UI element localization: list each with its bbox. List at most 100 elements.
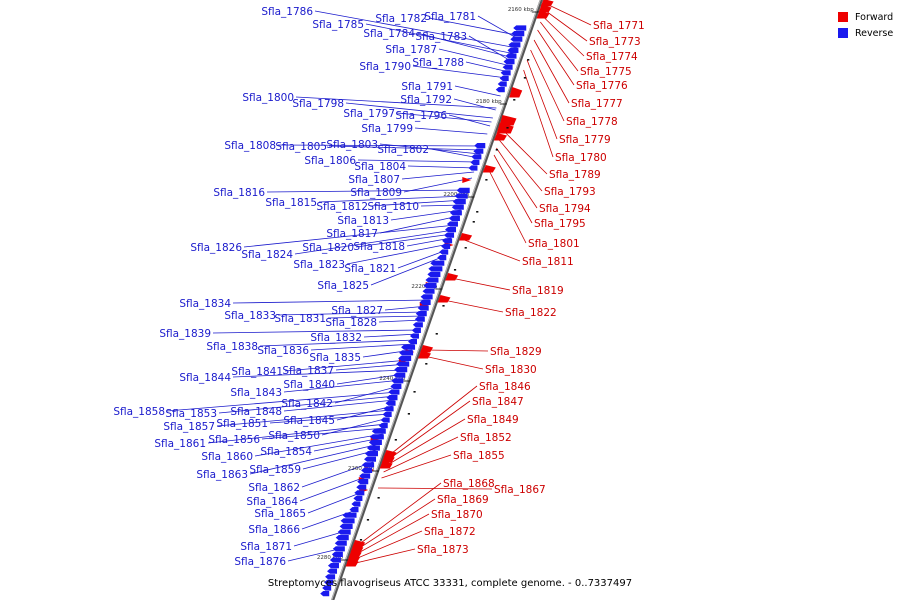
reverse-gene-glyph: [364, 456, 377, 462]
reverse-gene-glyph: [425, 277, 439, 283]
reverse-gene-glyph: [448, 215, 460, 221]
forward-gene-label: Sfla_1778: [566, 116, 618, 128]
reverse-gene-glyph: [382, 411, 392, 417]
reverse-gene-label: Sfla_1859: [249, 464, 301, 476]
map-title: Streptomyces flavogriseus ATCC 33331, co…: [267, 578, 633, 589]
reverse-gene-glyph: [362, 462, 375, 468]
forward-gene-glyph: [540, 0, 554, 7]
reverse-gene-glyph: [353, 495, 363, 501]
reverse-gene-label: Sfla_1792: [400, 94, 452, 106]
reverse-gene-label: Sfla_1787: [385, 44, 437, 56]
reverse-gene-label: Sfla_1823: [293, 259, 345, 271]
reverse-leader-line: [269, 413, 390, 424]
reverse-gene-label: Sfla_1816: [213, 187, 265, 199]
reverse-gene-glyph: [419, 299, 431, 305]
reverse-gene-glyph: [361, 467, 373, 473]
feature-marker: [425, 363, 428, 365]
reverse-gene-glyph: [385, 400, 396, 406]
reverse-gene-label: Sfla_1845: [283, 415, 335, 427]
reverse-leader-line: [448, 114, 491, 127]
forward-gene-label: Sfla_1870: [431, 509, 483, 521]
reverse-leader-line: [243, 224, 456, 248]
forward-gene-glyph: [496, 123, 514, 134]
reverse-leader-line: [430, 148, 480, 159]
forward-gene-glyph: [459, 233, 473, 241]
forward-gene-label: Sfla_1819: [512, 285, 564, 297]
reverse-gene-glyph: [337, 529, 351, 535]
reverse-gene-label: Sfla_1796: [395, 110, 447, 122]
reverse-gene-glyph: [380, 417, 390, 423]
reverse-gene-label: Sfla_1806: [304, 155, 356, 167]
reverse-gene-glyph: [409, 333, 419, 339]
reverse-gene-glyph: [408, 339, 418, 345]
reverse-leader-line: [378, 319, 423, 323]
forward-gene-label: Sfla_1774: [586, 51, 638, 63]
reverse-gene-label: Sfla_1843: [230, 387, 282, 399]
reverse-leader-line: [335, 363, 408, 371]
reverse-gene-glyph: [500, 70, 511, 76]
reverse-leader-line: [454, 85, 501, 97]
feature-marker: [472, 221, 475, 223]
reverse-gene-glyph: [456, 187, 470, 193]
reverse-gene-label: Sfla_1863: [196, 469, 248, 481]
reverse-gene-label: Sfla_1848: [230, 406, 282, 418]
reverse-leader-line: [414, 127, 488, 135]
reverse-gene-glyph: [423, 283, 437, 289]
reverse-leader-line: [363, 333, 418, 338]
feature-marker: [485, 179, 488, 181]
reverse-leader-line: [266, 189, 468, 193]
reverse-gene-glyph: [322, 585, 332, 591]
reverse-leader-line: [302, 449, 378, 470]
forward-leader-line: [378, 487, 493, 490]
reverse-gene-glyph: [371, 428, 386, 434]
reverse-leader-line: [396, 112, 492, 123]
reverse-gene-glyph: [359, 473, 371, 479]
reverse-leader-line: [369, 199, 465, 207]
gene-labels: Sfla_1771 Sfla_1773 Sfla_1774 Sfla_1775 Sfla…: [113, 6, 644, 568]
forward-leader-line: [493, 154, 533, 224]
reverse-gene-glyph: [470, 159, 480, 165]
reverse-leader-line: [277, 144, 484, 147]
forward-leader-line: [540, 21, 579, 72]
reverse-gene-glyph: [401, 344, 416, 350]
reverse-gene-label: Sfla_1812: [316, 201, 368, 213]
legend-swatch-reverse: [838, 28, 848, 38]
gene-features: [320, 0, 554, 597]
reverse-leader-line: [346, 243, 450, 265]
reverse-gene-glyph: [451, 204, 464, 210]
forward-gene-label: Sfla_1873: [417, 544, 469, 556]
reverse-gene-glyph: [452, 199, 466, 205]
reverse-gene-glyph: [327, 563, 339, 569]
forward-gene-glyph: [379, 461, 393, 469]
reverse-leader-line: [314, 10, 518, 49]
reverse-gene-label: Sfla_1844: [179, 372, 231, 384]
reverse-gene-label: Sfla_1854: [260, 446, 312, 458]
reverse-leader-line: [232, 299, 430, 304]
reverse-gene-label: Sfla_1865: [254, 508, 306, 520]
reverse-gene-label: Sfla_1838: [206, 341, 258, 353]
reverse-gene-label: Sfla_1807: [348, 174, 400, 186]
feature-marker: [495, 149, 498, 151]
forward-leader-line: [385, 418, 466, 467]
reverse-gene-glyph: [393, 372, 406, 378]
forward-gene-label: Sfla_1868: [443, 478, 495, 490]
reverse-gene-label: Sfla_1858: [113, 406, 165, 418]
reverse-leader-line: [283, 379, 402, 393]
reverse-leader-line: [277, 311, 426, 316]
feature-marker: [407, 413, 410, 415]
reverse-leader-line: [287, 547, 344, 562]
reverse-leader-line: [345, 102, 493, 119]
forward-leader-line: [389, 385, 478, 456]
reverse-gene-glyph: [390, 383, 402, 389]
reverse-gene-label: Sfla_1866: [248, 524, 300, 536]
reverse-leader-line: [406, 237, 452, 247]
reverse-leader-line: [416, 32, 514, 59]
reverse-gene-label: Sfla_1799: [361, 123, 413, 135]
forward-gene-label: Sfla_1869: [437, 494, 489, 506]
reverse-gene-label: Sfla_1781: [424, 11, 476, 23]
reverse-gene-glyph: [468, 165, 478, 171]
reverse-leader-line: [336, 373, 404, 385]
forward-gene-glyph: [437, 295, 451, 303]
reverse-leader-line: [397, 249, 448, 269]
reverse-leader-line: [310, 343, 415, 351]
